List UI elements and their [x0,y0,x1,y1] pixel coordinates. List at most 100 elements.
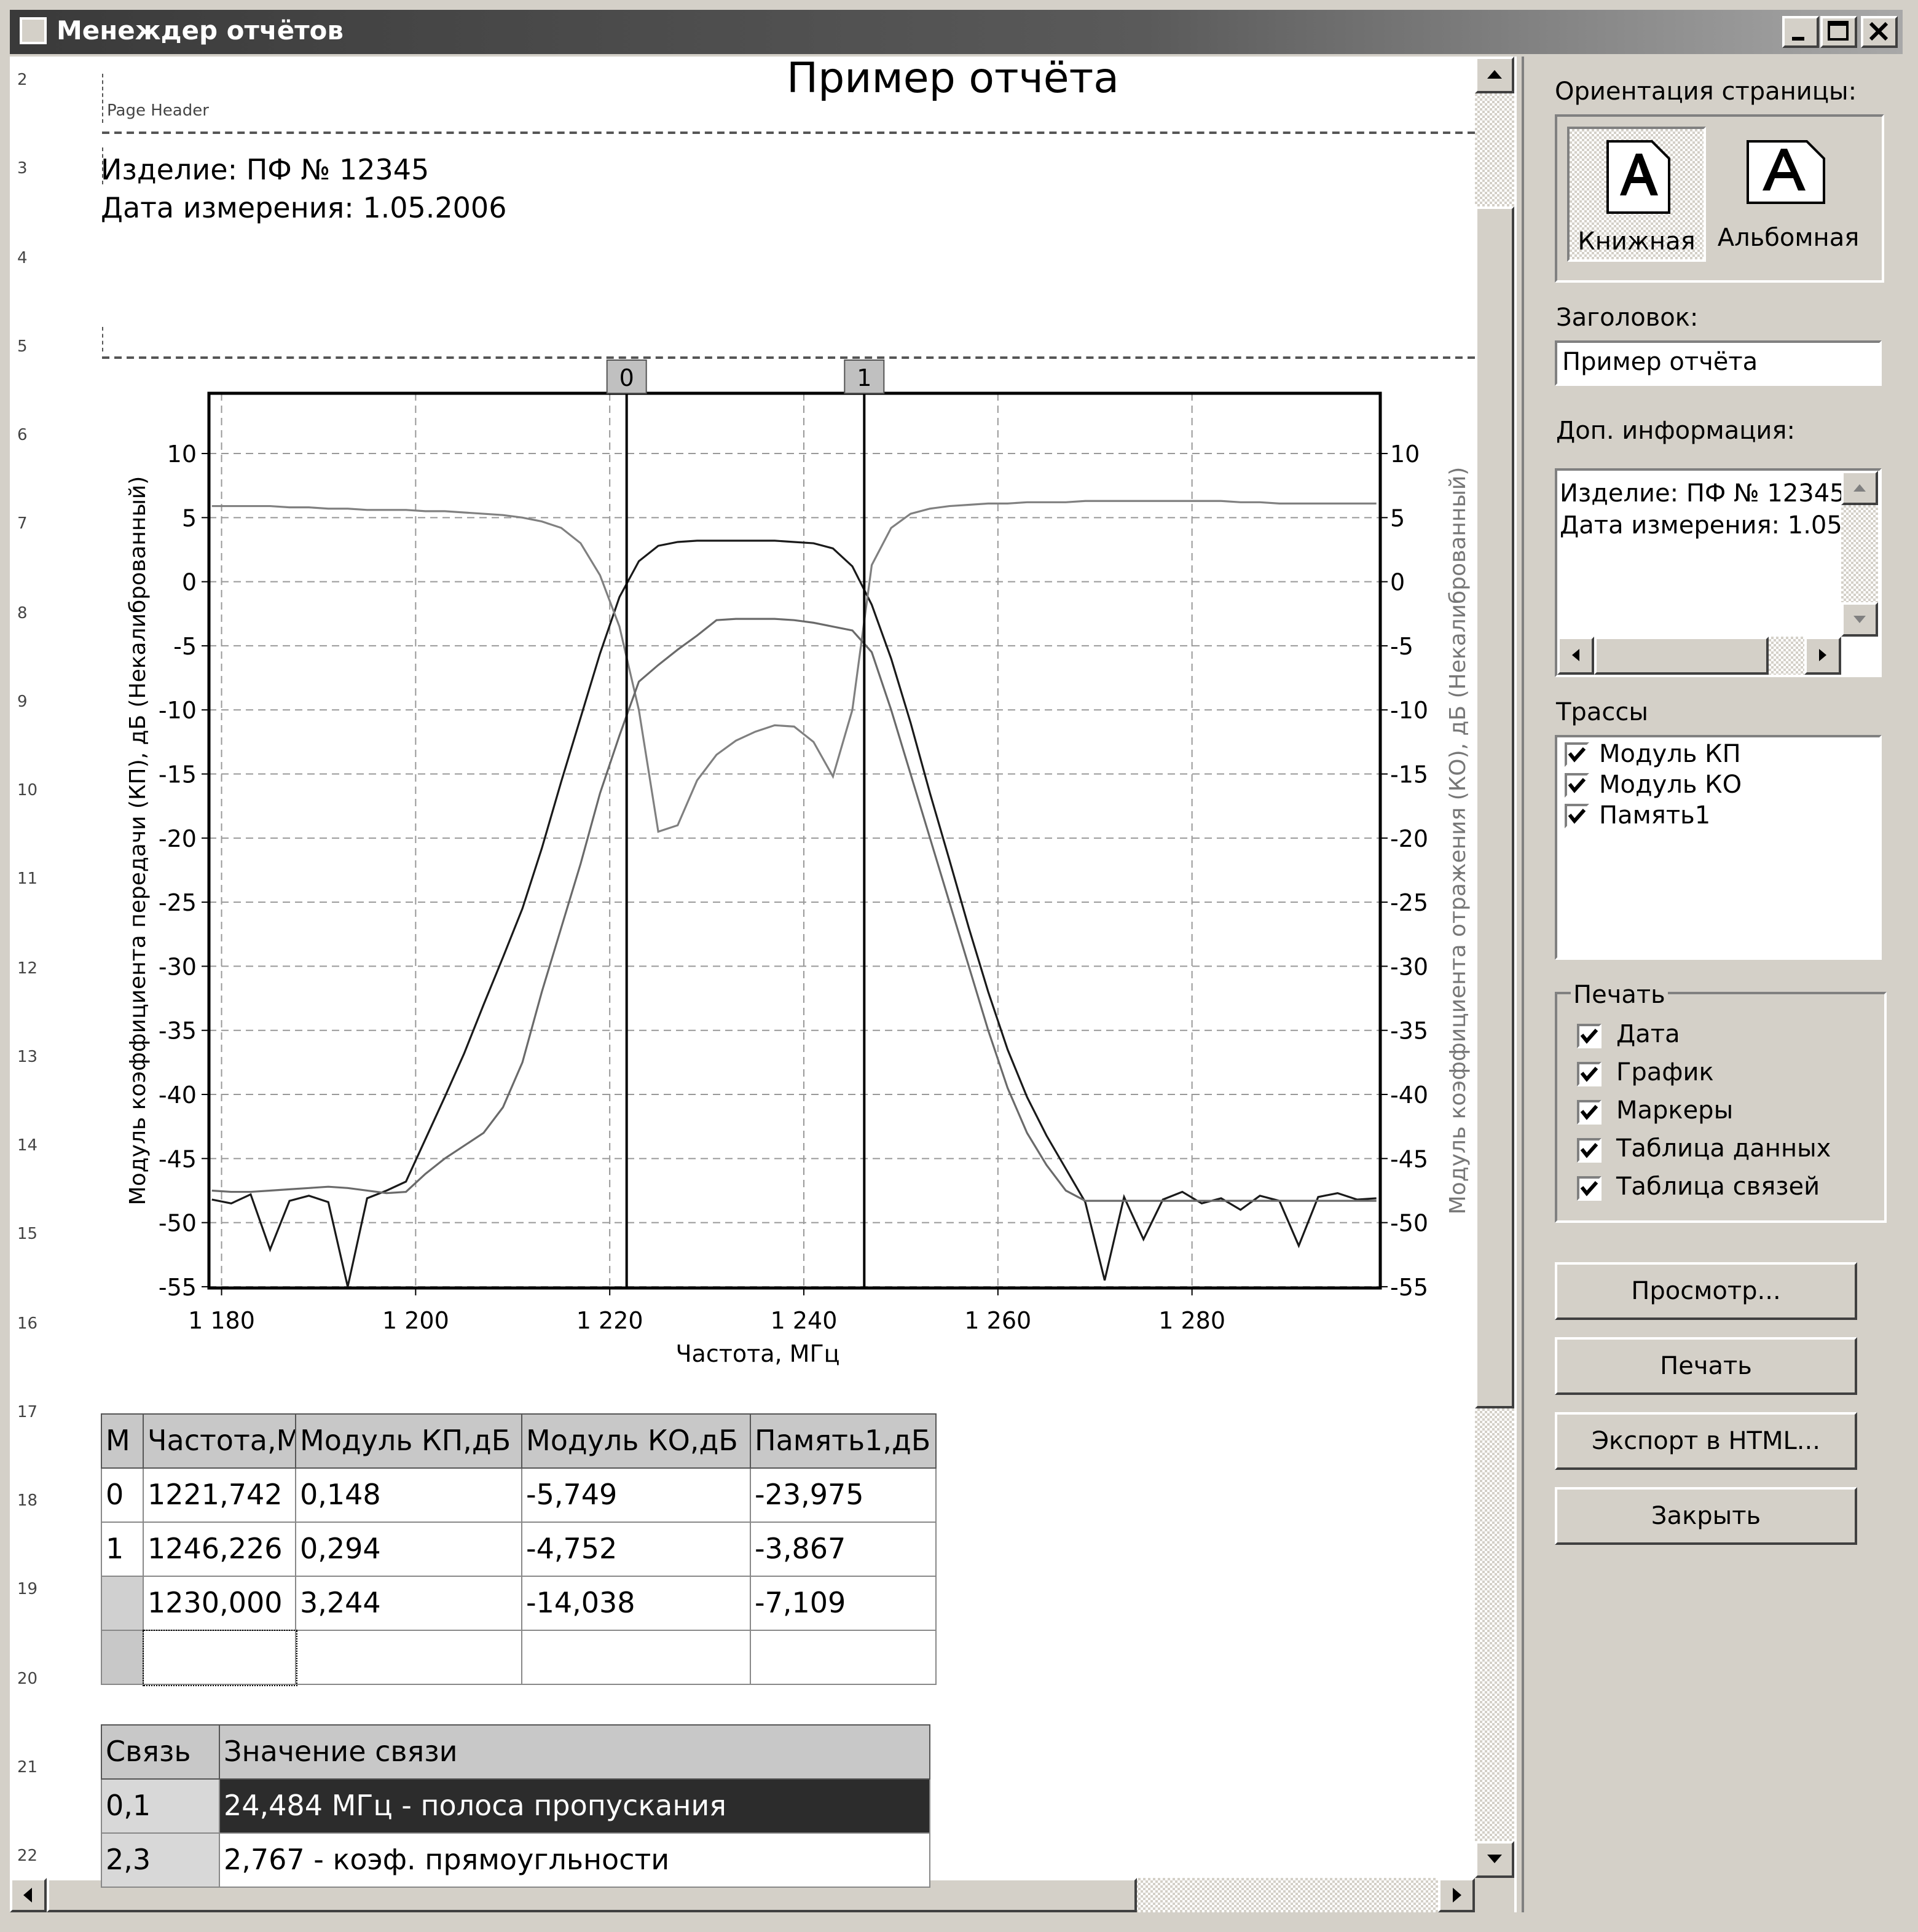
table-cell[interactable]: Частота,М [143,1413,296,1469]
trace-item[interactable]: Модуль КО [1599,769,1742,799]
checkbox[interactable] [1565,742,1589,767]
table-cell[interactable]: Модуль КО,дБ [521,1413,751,1469]
table-cell[interactable] [101,1576,144,1631]
checkbox[interactable] [1577,1138,1602,1163]
scroll-right[interactable] [1438,1878,1475,1912]
y-tick-label: 0 [182,569,197,596]
print-option[interactable]: Маркеры [1616,1095,1734,1125]
scroll-down[interactable] [1841,602,1878,637]
table-cell[interactable]: М [101,1413,144,1469]
ruler-number: 14 [17,1137,38,1155]
y-tick-label: -25 [159,889,197,916]
check-mark [1580,1143,1598,1158]
y-tick-label: -55 [159,1274,197,1301]
print-option[interactable]: Дата [1616,1019,1680,1048]
arrow [1453,1888,1461,1903]
table-row: 2,3 2,767 - коэф. прямоугльности [101,1832,930,1888]
table-cell[interactable] [521,1630,751,1685]
table-cell[interactable]: -5,749 [521,1467,751,1523]
table-cell[interactable]: -14,038 [521,1576,751,1631]
table-cell[interactable]: 1221,742 [143,1467,296,1523]
checkbox[interactable] [1577,1062,1602,1086]
traces-list[interactable] [1555,735,1882,960]
marker-label: 0 [619,364,634,391]
table-cell[interactable] [142,1629,297,1686]
table-cell[interactable]: 0,294 [295,1522,522,1577]
app-icon [20,17,47,44]
table-cell[interactable] [101,1630,144,1685]
check [1580,1067,1598,1082]
scroll-thumb[interactable] [1475,206,1514,1408]
checkbox[interactable] [1577,1176,1602,1201]
y-tick-label: -20 [159,825,197,852]
maximize-button[interactable] [1820,16,1857,48]
checkbox[interactable] [1565,773,1589,798]
checkbox[interactable] [1565,804,1589,828]
table-cell[interactable]: 24,484 МГц - полоса пропускания [219,1778,930,1834]
y-tick-label: -15 [159,761,197,788]
band-edge [102,74,103,123]
table-cell[interactable]: Модуль КП,дБ [295,1413,522,1469]
button[interactable]: Печать [1555,1337,1857,1395]
table-cell[interactable]: 0,148 [295,1467,522,1523]
series-line [211,540,1377,1287]
table-cell[interactable]: 0 [101,1467,144,1523]
y2-axis-label: Модуль коэффициента отражения (КО), дБ (… [1445,467,1471,1215]
check-mark [1568,809,1586,824]
table-cell[interactable]: -23,975 [750,1467,937,1523]
orientation-option[interactable]: Альбомная [1717,222,1860,252]
print-option[interactable]: Таблица связей [1616,1171,1820,1201]
info-line: Дата измерения: 1.05.2006 [1560,510,1841,540]
table-cell[interactable]: -7,109 [750,1576,937,1631]
scroll-down[interactable] [1475,1841,1514,1878]
scroll-thumb[interactable] [1594,637,1769,675]
button[interactable]: Экспорт в HTML... [1555,1412,1857,1470]
ruler-number: 15 [17,1225,38,1244]
scroll-left[interactable] [1557,637,1594,675]
check-mark [1580,1067,1598,1082]
trace-item[interactable]: Модуль КП [1599,739,1741,768]
trace-item[interactable]: Память1 [1599,800,1711,830]
ruler-number: 19 [17,1581,38,1600]
splitter[interactable] [1514,57,1524,1912]
button[interactable]: Закрыть [1555,1487,1857,1545]
table-cell[interactable]: 3,244 [295,1576,522,1631]
table-cell[interactable]: 1246,226 [143,1522,296,1577]
table-cell[interactable]: 1230,000 [143,1576,296,1631]
table-cell[interactable]: Память1,дБ [750,1413,937,1469]
table-cell[interactable]: 2,767 - коэф. прямоугльности [219,1832,930,1888]
ruler-number: 22 [17,1847,38,1866]
scroll-up[interactable] [1841,471,1878,505]
close-button[interactable] [1861,16,1898,48]
title-input[interactable]: Пример отчёта [1555,340,1882,386]
minimize-button[interactable] [1782,16,1819,48]
table-cell[interactable] [750,1630,937,1685]
scroll-left[interactable] [10,1878,47,1912]
orientation-option[interactable]: Книжная [1578,226,1696,256]
scroll-right[interactable] [1804,637,1841,675]
table-cell[interactable]: 2,3 [101,1832,220,1888]
button[interactable]: Просмотр... [1555,1262,1857,1320]
table-cell[interactable]: -3,867 [750,1522,937,1577]
portrait-icon [1606,140,1670,214]
x-tick-label: 1 260 [964,1307,1031,1334]
y2-tick-label: -25 [1390,889,1428,916]
ruler-number: 8 [17,604,28,622]
table-cell[interactable]: 1 [101,1522,144,1577]
table-cell[interactable]: 0,1 [101,1778,220,1834]
checkbox[interactable] [1577,1024,1602,1048]
table: Связь Значение связи 0,1 24,484 МГц - полос… [101,1724,930,1888]
band-edge [102,147,103,184]
scroll-up[interactable] [1475,57,1514,93]
table-cell[interactable]: Связь [101,1724,220,1780]
table-row [101,1629,937,1686]
table-cell[interactable]: Значение связи [219,1724,930,1780]
table-cell[interactable] [295,1630,522,1685]
table-cell[interactable]: -4,752 [521,1522,751,1577]
x-tick-label: 1 220 [576,1307,643,1334]
print-option[interactable]: График [1616,1057,1714,1086]
print-option[interactable]: Таблица данных [1616,1133,1831,1163]
check-mark [1568,747,1586,763]
checkbox[interactable] [1577,1100,1602,1125]
